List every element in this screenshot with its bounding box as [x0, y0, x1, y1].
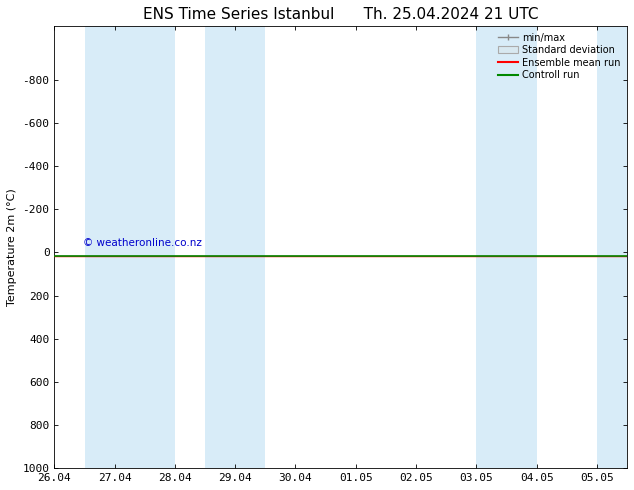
Title: ENS Time Series Istanbul      Th. 25.04.2024 21 UTC: ENS Time Series Istanbul Th. 25.04.2024 … — [143, 7, 538, 22]
Bar — [205, 26, 266, 468]
Text: © weatheronline.co.nz: © weatheronline.co.nz — [83, 238, 202, 247]
Y-axis label: Temperature 2m (°C): Temperature 2m (°C) — [7, 188, 17, 306]
Bar — [84, 26, 175, 468]
Bar — [597, 26, 627, 468]
Bar — [476, 26, 536, 468]
Legend: min/max, Standard deviation, Ensemble mean run, Controll run: min/max, Standard deviation, Ensemble me… — [496, 31, 622, 82]
